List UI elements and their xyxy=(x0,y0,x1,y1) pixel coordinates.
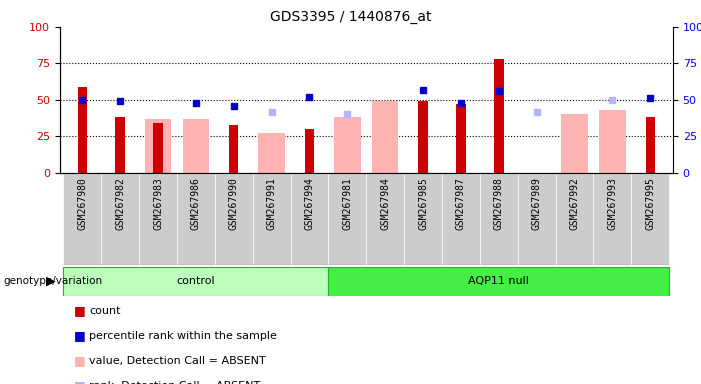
Bar xyxy=(259,133,285,173)
Text: ■: ■ xyxy=(74,305,86,318)
Text: ▶: ▶ xyxy=(46,275,56,288)
Bar xyxy=(646,118,655,173)
Text: GSM267984: GSM267984 xyxy=(380,177,390,230)
Bar xyxy=(63,173,101,265)
Bar xyxy=(290,173,328,265)
Text: GSM267993: GSM267993 xyxy=(607,177,618,230)
Text: AQP11 null: AQP11 null xyxy=(468,276,529,286)
Bar xyxy=(145,119,171,173)
Text: GSM267991: GSM267991 xyxy=(266,177,277,230)
Bar xyxy=(480,173,518,265)
Bar xyxy=(562,114,587,173)
Text: GSM267986: GSM267986 xyxy=(191,177,201,230)
Bar xyxy=(442,173,480,265)
Text: control: control xyxy=(177,276,215,286)
Bar xyxy=(116,118,125,173)
Text: GSM267981: GSM267981 xyxy=(342,177,353,230)
Text: rank, Detection Call = ABSENT: rank, Detection Call = ABSENT xyxy=(89,381,260,384)
Text: GSM267995: GSM267995 xyxy=(645,177,655,230)
Bar xyxy=(78,87,87,173)
Text: count: count xyxy=(89,306,121,316)
Text: GDS3395 / 1440876_at: GDS3395 / 1440876_at xyxy=(270,10,431,23)
Text: GSM267983: GSM267983 xyxy=(153,177,163,230)
Text: GSM267990: GSM267990 xyxy=(229,177,239,230)
Bar xyxy=(366,173,404,265)
Text: ■: ■ xyxy=(74,354,86,367)
Bar xyxy=(632,173,669,265)
Bar xyxy=(372,101,398,173)
Text: GSM267987: GSM267987 xyxy=(456,177,466,230)
Bar xyxy=(252,173,290,265)
Bar xyxy=(305,129,314,173)
Bar xyxy=(183,119,209,173)
Text: value, Detection Call = ABSENT: value, Detection Call = ABSENT xyxy=(89,356,266,366)
Bar xyxy=(404,173,442,265)
Text: percentile rank within the sample: percentile rank within the sample xyxy=(89,331,277,341)
Text: ■: ■ xyxy=(74,329,86,343)
Text: GSM267985: GSM267985 xyxy=(418,177,428,230)
Bar xyxy=(328,267,669,296)
Bar xyxy=(139,173,177,265)
Bar xyxy=(63,267,328,296)
Bar xyxy=(594,173,632,265)
Bar xyxy=(518,173,556,265)
Bar xyxy=(328,173,366,265)
Text: GSM267988: GSM267988 xyxy=(494,177,504,230)
Bar xyxy=(101,173,139,265)
Bar xyxy=(494,59,503,173)
Bar xyxy=(215,173,252,265)
Bar xyxy=(334,118,360,173)
Bar xyxy=(418,101,428,173)
Text: GSM267992: GSM267992 xyxy=(569,177,580,230)
Text: GSM267989: GSM267989 xyxy=(531,177,542,230)
Text: GSM267982: GSM267982 xyxy=(115,177,125,230)
Bar xyxy=(556,173,594,265)
Bar xyxy=(154,123,163,173)
Bar xyxy=(599,110,625,173)
Text: ■: ■ xyxy=(74,379,86,384)
Text: GSM267980: GSM267980 xyxy=(77,177,88,230)
Text: GSM267994: GSM267994 xyxy=(304,177,315,230)
Bar xyxy=(229,125,238,173)
Text: genotype/variation: genotype/variation xyxy=(4,276,102,286)
Bar xyxy=(456,104,465,173)
Bar xyxy=(177,173,215,265)
